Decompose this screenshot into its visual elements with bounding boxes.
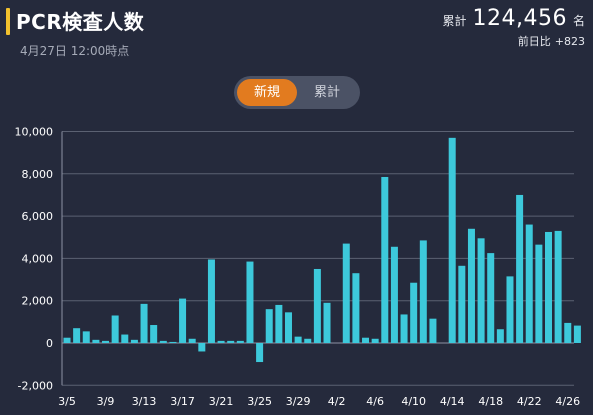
page-title: PCR検査人数 bbox=[16, 10, 145, 34]
x-tick-label: 4/6 bbox=[366, 395, 384, 408]
bar-3/19[interactable] bbox=[198, 343, 206, 352]
bar-3/11[interactable] bbox=[121, 334, 129, 343]
toggle-new-button[interactable]: 新規 bbox=[237, 79, 297, 106]
bar-3/23[interactable] bbox=[236, 340, 244, 343]
bar-3/15[interactable] bbox=[159, 340, 167, 343]
bar-4/17[interactable] bbox=[477, 238, 485, 343]
bar-3/9[interactable] bbox=[102, 340, 110, 343]
bar-4/14[interactable] bbox=[448, 137, 456, 343]
x-tick-label: 3/9 bbox=[97, 395, 115, 408]
y-tick-label: 10,000 bbox=[15, 126, 54, 139]
bar-4/22[interactable] bbox=[525, 224, 533, 343]
bar-4/19[interactable] bbox=[496, 329, 504, 343]
x-tick-label: 3/21 bbox=[209, 395, 234, 408]
bar-4/1[interactable] bbox=[323, 302, 331, 343]
bar-3/30[interactable] bbox=[304, 338, 312, 343]
bar-4/3[interactable] bbox=[342, 243, 350, 343]
update-timestamp: 4月27日 12:00時点 bbox=[20, 44, 130, 58]
bar-3/18[interactable] bbox=[188, 338, 196, 343]
bar-4/9[interactable] bbox=[400, 314, 408, 343]
y-tick-label: 4,000 bbox=[22, 252, 54, 265]
bar-4/26[interactable] bbox=[564, 322, 572, 343]
diff-label: 前日比 bbox=[517, 35, 551, 48]
bar-4/8[interactable] bbox=[390, 246, 398, 343]
bar-3/24[interactable] bbox=[246, 261, 254, 343]
y-tick-label: -2,000 bbox=[18, 379, 53, 392]
bar-4/27[interactable] bbox=[573, 325, 581, 343]
bar-3/16[interactable] bbox=[169, 341, 177, 343]
x-tick-label: 4/10 bbox=[401, 395, 426, 408]
total-unit: 名 bbox=[572, 14, 585, 28]
bar-4/12[interactable] bbox=[429, 318, 437, 343]
x-tick-label: 4/14 bbox=[440, 395, 465, 408]
x-tick-label: 3/13 bbox=[132, 395, 157, 408]
x-tick-label: 4/26 bbox=[555, 395, 580, 408]
bar-4/4[interactable] bbox=[352, 273, 360, 343]
diff-value: +823 bbox=[554, 35, 585, 48]
bar-3/25[interactable] bbox=[256, 343, 264, 363]
x-tick-label: 3/5 bbox=[58, 395, 76, 408]
total-label: 累計 bbox=[442, 14, 467, 28]
bar-4/24[interactable] bbox=[545, 231, 552, 343]
y-tick-label: 6,000 bbox=[22, 210, 54, 223]
bar-4/7[interactable] bbox=[381, 176, 389, 343]
bar-4/20[interactable] bbox=[506, 276, 514, 343]
y-tick-label: 2,000 bbox=[22, 295, 54, 308]
bar-3/31[interactable] bbox=[313, 268, 321, 343]
bar-3/20[interactable] bbox=[207, 259, 215, 343]
y-tick-label: 0 bbox=[46, 337, 53, 350]
bar-3/14[interactable] bbox=[150, 325, 158, 343]
x-tick-label: 3/25 bbox=[247, 395, 272, 408]
bar-3/28[interactable] bbox=[284, 312, 292, 343]
bar-3/10[interactable] bbox=[111, 315, 119, 343]
bar-4/25[interactable] bbox=[554, 230, 562, 343]
y-tick-label: 8,000 bbox=[22, 168, 54, 181]
bar-3/22[interactable] bbox=[227, 340, 235, 343]
total-summary: 累計 124,456 名 前日比 +823 bbox=[442, 6, 585, 49]
bar-3/21[interactable] bbox=[217, 340, 225, 343]
bar-4/18[interactable] bbox=[487, 253, 495, 343]
total-value: 124,456 bbox=[472, 6, 567, 31]
bar-4/15[interactable] bbox=[458, 265, 466, 343]
bar-4/5[interactable] bbox=[362, 337, 370, 343]
x-tick-label: 3/29 bbox=[286, 395, 311, 408]
bar-3/12[interactable] bbox=[130, 339, 138, 343]
x-tick-label: 4/2 bbox=[328, 395, 346, 408]
toggle-cumulative-button[interactable]: 累計 bbox=[313, 85, 340, 100]
bar-4/11[interactable] bbox=[419, 240, 427, 343]
bar-4/10[interactable] bbox=[410, 282, 418, 343]
bar-3/27[interactable] bbox=[275, 304, 283, 343]
bar-3/17[interactable] bbox=[179, 298, 187, 343]
bar-4/21[interactable] bbox=[516, 194, 524, 343]
bar-4/6[interactable] bbox=[371, 338, 379, 343]
view-toggle: 新規 累計 bbox=[234, 76, 360, 109]
bar-3/8[interactable] bbox=[92, 339, 100, 343]
x-tick-label: 4/18 bbox=[478, 395, 503, 408]
bar-3/26[interactable] bbox=[265, 309, 273, 343]
bar-4/23[interactable] bbox=[535, 244, 543, 343]
bar-3/6[interactable] bbox=[73, 328, 81, 343]
bar-4/16[interactable] bbox=[467, 228, 475, 343]
title-accent-bar bbox=[6, 8, 10, 35]
bar-3/13[interactable] bbox=[140, 303, 148, 343]
bar-3/5[interactable] bbox=[63, 337, 71, 343]
bar-3/7[interactable] bbox=[82, 331, 90, 343]
x-tick-label: 3/17 bbox=[170, 395, 195, 408]
x-tick-label: 4/22 bbox=[517, 395, 542, 408]
bar-3/29[interactable] bbox=[294, 336, 302, 343]
